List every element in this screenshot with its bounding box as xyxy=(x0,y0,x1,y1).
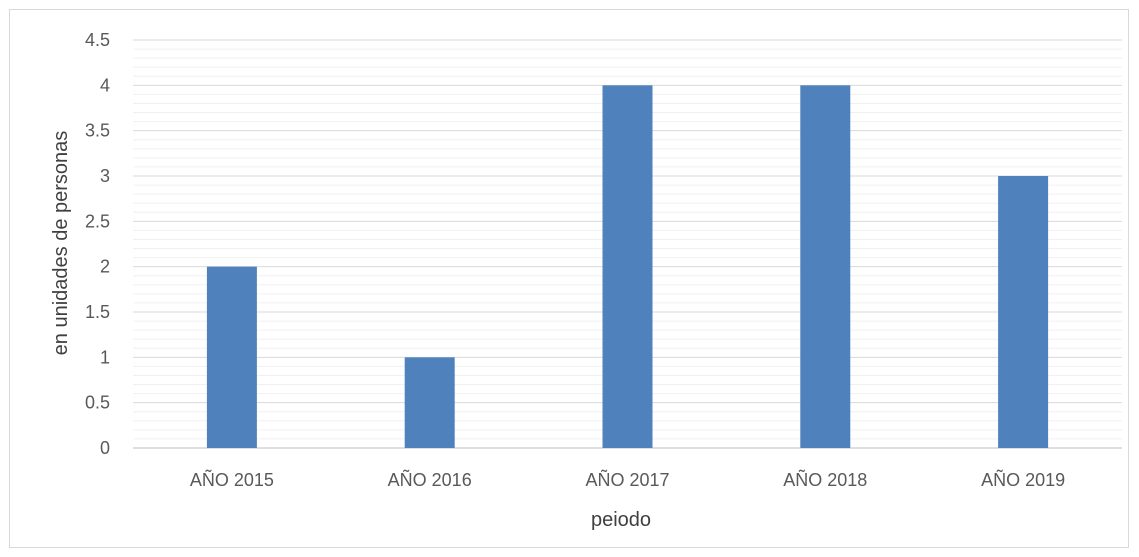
bar xyxy=(602,85,653,448)
bar xyxy=(800,85,851,448)
x-tick-labels: AÑO 2015 AÑO 2016 AÑO 2017 AÑO 2018 AÑO 2019 xyxy=(190,469,1065,490)
bars-group xyxy=(206,85,1049,448)
y-tick-label: 1 xyxy=(100,347,110,367)
bar xyxy=(206,266,257,448)
y-tick-label: 3 xyxy=(100,166,110,186)
y-tick-labels: 0 0.5 1 1.5 2 2.5 3 3.5 4 4.5 xyxy=(85,30,110,458)
x-tick-label: AÑO 2015 xyxy=(190,469,274,490)
x-tick-label: AÑO 2018 xyxy=(783,469,867,490)
y-tick-label: 4 xyxy=(100,75,110,95)
chart-frame xyxy=(9,9,1129,548)
x-tick-label: AÑO 2019 xyxy=(981,469,1065,490)
y-tick-label: 2 xyxy=(100,257,110,277)
y-tick-label: 1.5 xyxy=(85,302,110,322)
y-tick-label: 3.5 xyxy=(85,121,110,141)
y-tick-label: 2.5 xyxy=(85,211,110,231)
y-axis-title: en unidades de personas xyxy=(50,131,72,356)
x-tick-label: AÑO 2017 xyxy=(585,469,669,490)
bar xyxy=(998,176,1049,448)
x-axis-title: peiodo xyxy=(591,509,651,531)
bar xyxy=(404,357,455,448)
y-tick-label: 4.5 xyxy=(85,30,110,50)
y-tick-label: 0 xyxy=(100,438,110,458)
x-tick-label: AÑO 2016 xyxy=(388,469,472,490)
y-tick-label: 0.5 xyxy=(85,393,110,413)
